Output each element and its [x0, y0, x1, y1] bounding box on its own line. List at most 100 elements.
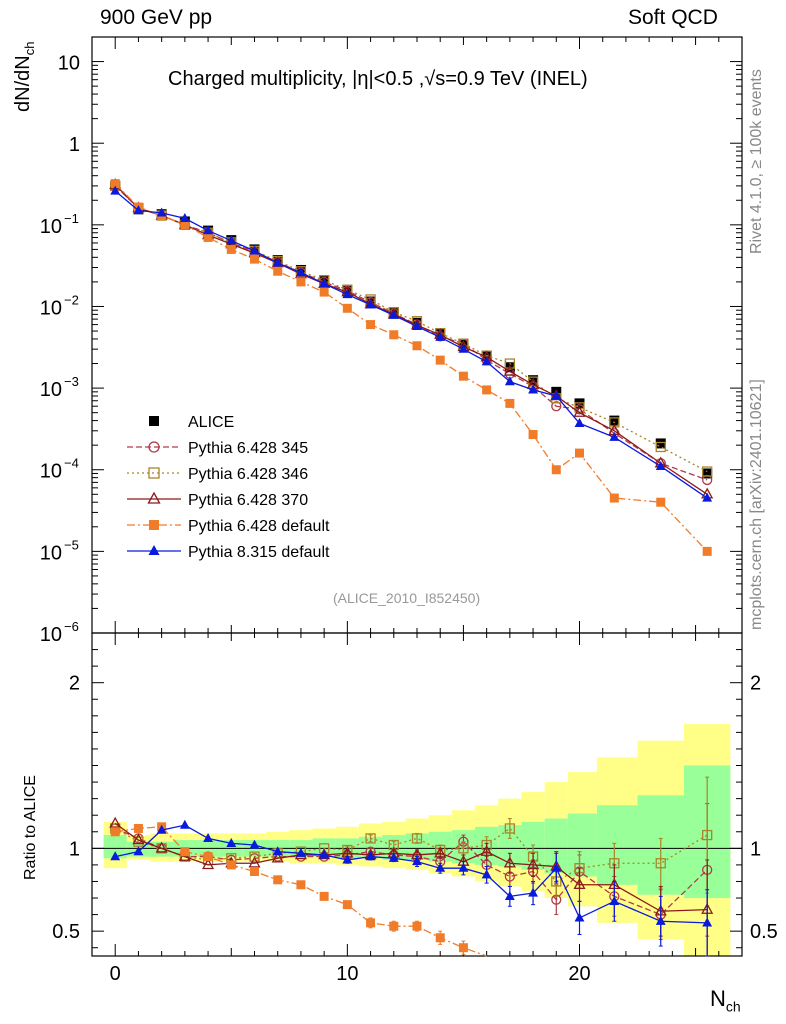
data-point	[110, 179, 120, 189]
data-point	[249, 245, 260, 255]
data-point	[702, 492, 713, 502]
legend-label: Pythia 6.428 345	[188, 440, 308, 457]
mcplots-label: mcplots.cern.ch [arXiv:2401.10621]	[748, 379, 765, 630]
ratio-band-green	[312, 838, 336, 857]
ratio-point	[389, 921, 399, 931]
ratio-series-5	[110, 819, 713, 957]
data-point	[273, 266, 283, 276]
data-point	[203, 232, 213, 242]
y-tick-label: 10	[58, 53, 80, 75]
ratio-point	[273, 875, 283, 885]
rivet-label: Rivet 4.1.0, ≥ 100k events	[748, 69, 765, 254]
ratio-band-green	[596, 805, 638, 885]
x-axis-label-sub: ch	[725, 998, 741, 1015]
ratio-line	[115, 826, 487, 957]
y-tick-exponent: −5	[64, 537, 79, 552]
legend-marker	[147, 491, 161, 504]
data-point	[504, 358, 516, 369]
analysis-tag: (ALICE_2010_I852450)	[333, 590, 481, 606]
ratio-point	[133, 823, 143, 833]
data-point	[702, 546, 712, 556]
ratio-point	[573, 878, 586, 890]
ratio-band-green	[544, 818, 568, 874]
data-point	[412, 320, 422, 330]
data-point	[609, 493, 619, 503]
data-point	[319, 287, 329, 297]
x-tick-label: 0	[110, 963, 121, 985]
data-point	[655, 460, 666, 470]
y-tick-label: 1	[69, 134, 80, 156]
data-point	[272, 257, 283, 267]
ratio-point	[110, 827, 120, 837]
y-tick-exponent: −4	[64, 456, 79, 471]
y-tick-label: 10	[40, 461, 62, 483]
y-tick-label: 10	[40, 624, 62, 646]
header-left: 900 GeV pp	[100, 6, 213, 29]
data-point	[156, 207, 167, 217]
data-point	[226, 235, 237, 245]
legend-label: Pythia 8.315 default	[188, 544, 330, 561]
y-tick-label: 10	[40, 297, 62, 319]
data-point	[575, 448, 584, 458]
ratio-band-green	[567, 813, 597, 877]
y-tick-label: 10	[40, 216, 62, 238]
ratio-point	[435, 862, 446, 872]
data-point	[609, 417, 620, 428]
ratio-point	[458, 943, 468, 953]
ratio-tick-label: 0.5	[52, 921, 80, 943]
data-point	[655, 438, 666, 449]
legend-label: Pythia 6.428 370	[188, 492, 308, 509]
legend-marker	[149, 416, 159, 426]
data-point	[504, 376, 515, 386]
ratio-point	[412, 856, 422, 866]
ratio-point	[480, 844, 493, 856]
data-point	[656, 497, 666, 507]
legend-marker	[148, 441, 160, 453]
data-point	[180, 220, 190, 230]
ratio-point	[226, 837, 237, 847]
ratio-point	[655, 858, 666, 869]
x-tick-label: 20	[568, 963, 590, 985]
legend-label: Pythia 6.428 346	[188, 466, 308, 483]
ratio-point	[366, 918, 376, 928]
y-axis-label-main: dN/dN	[12, 55, 34, 112]
ratio-point	[226, 860, 236, 870]
legend-marker	[148, 545, 160, 555]
ratio-point	[203, 832, 214, 842]
header-right: Soft QCD	[628, 6, 718, 29]
data-point	[702, 468, 713, 479]
ratio-point	[365, 851, 376, 861]
ratio-point	[528, 887, 539, 897]
ratio-point	[180, 847, 190, 857]
series-5	[110, 185, 713, 502]
data-point	[503, 364, 516, 376]
data-point	[435, 355, 445, 365]
ratio-point	[249, 839, 260, 849]
x-axis-label: Nch	[710, 986, 741, 1014]
ratio-point	[132, 833, 145, 845]
legend: ALICE Pythia 6.428 345 Pythia 6.428 346 Pyt…	[127, 414, 330, 561]
ratio-point	[504, 823, 516, 834]
y-axis-label: dN/dNch	[12, 42, 37, 112]
x-axis-label-main: N	[710, 986, 726, 1011]
ratio-point	[702, 829, 713, 841]
ratio-point	[296, 880, 306, 890]
ratio-band-green	[405, 833, 429, 860]
data-point	[528, 430, 538, 440]
ratio-point	[250, 867, 259, 877]
data-point	[435, 331, 446, 341]
legend-label: Pythia 6.428 default	[188, 518, 330, 535]
data-point	[179, 212, 190, 222]
ratio-band-green	[103, 835, 127, 859]
y-tick-label: 10	[40, 379, 62, 401]
legend-marker	[149, 520, 159, 530]
ratio-point	[574, 912, 585, 922]
ratio-band-green	[150, 841, 174, 857]
y-axis-label-sub: ch	[22, 41, 37, 56]
ratio-point	[272, 846, 283, 856]
data-point	[365, 299, 376, 309]
ratio-point	[249, 851, 260, 862]
ratio-point	[203, 852, 213, 862]
ratio-tick-label-right: 2	[750, 673, 761, 695]
ratio-tick-label-right: 1	[750, 838, 761, 860]
